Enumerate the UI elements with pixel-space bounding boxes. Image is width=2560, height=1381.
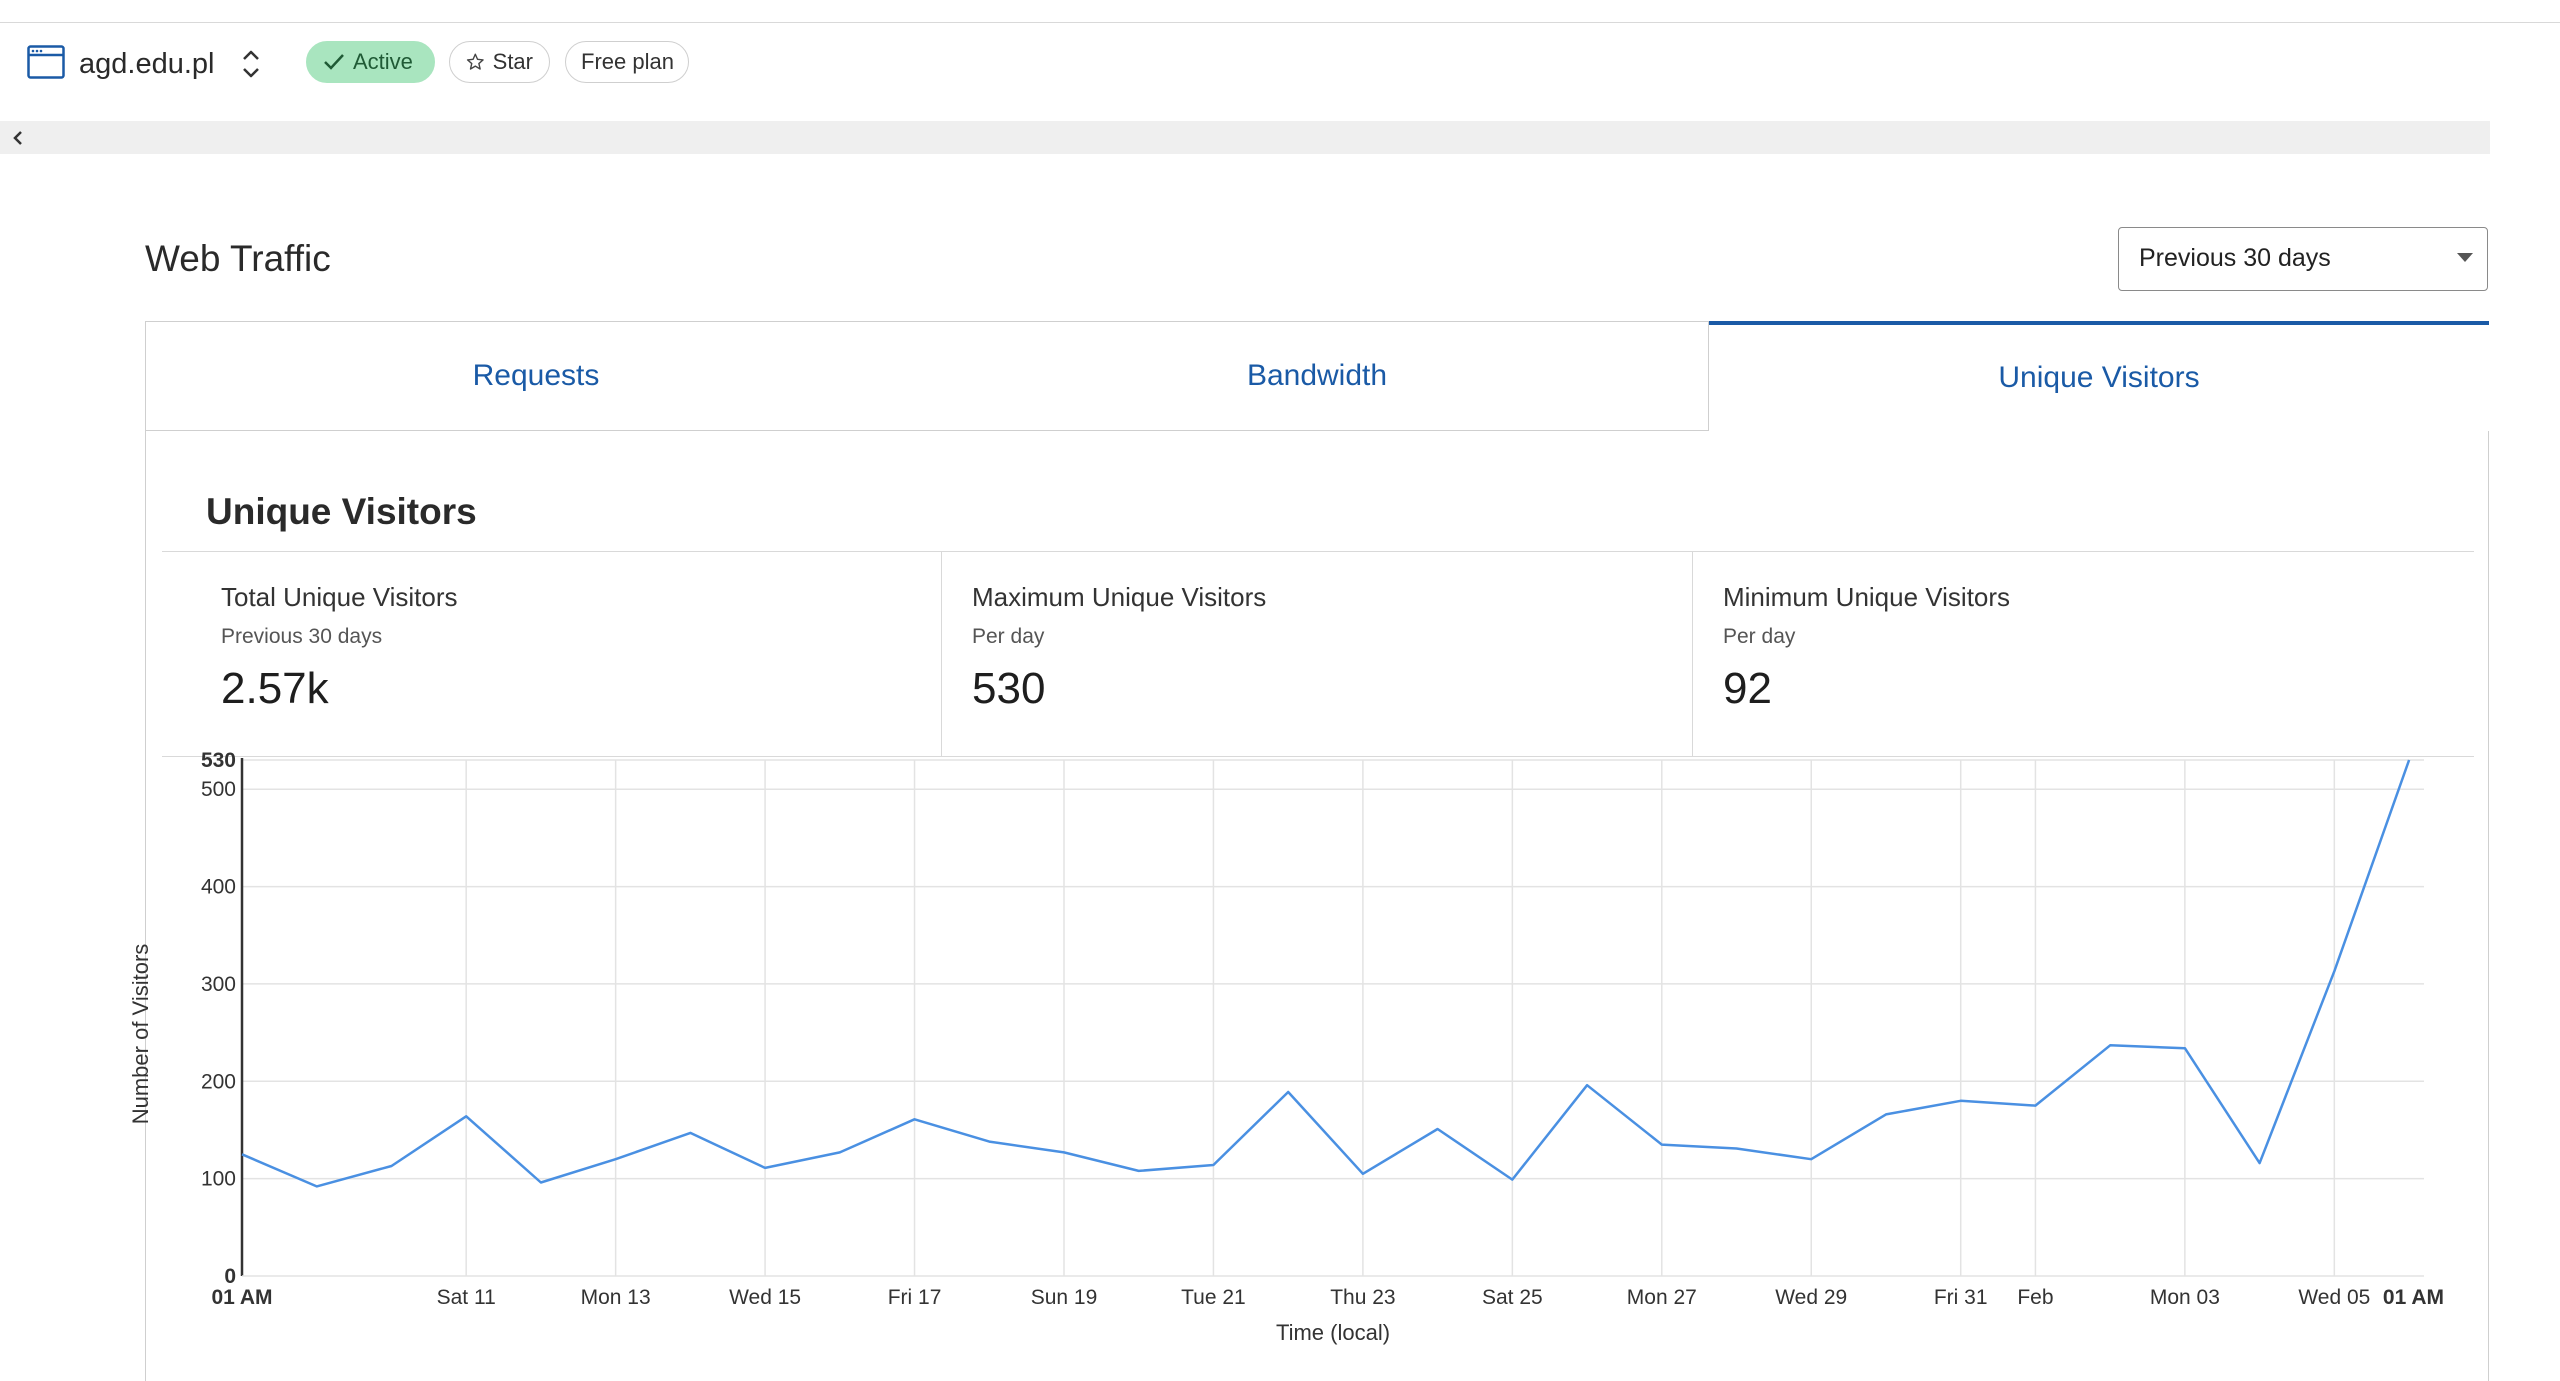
- x-tick-label: Mon 03: [2150, 1286, 2220, 1309]
- y-tick-label: 530: [201, 749, 236, 772]
- stat-value: 530: [972, 664, 1266, 714]
- stat-divider: [1692, 552, 1693, 756]
- x-tick-label: Tue 21: [1181, 1286, 1246, 1309]
- x-tick-label: Wed 29: [1775, 1286, 1847, 1309]
- stat-value: 2.57k: [221, 664, 458, 714]
- stat-label: Maximum Unique Visitors: [972, 580, 1266, 614]
- x-tick-label: Fri 17: [888, 1286, 942, 1309]
- x-tick-label: 01 AM: [211, 1286, 272, 1309]
- site-switcher-chevron-icon[interactable]: [236, 45, 266, 83]
- y-tick-label: 200: [201, 1070, 236, 1093]
- chevron-left-icon[interactable]: [8, 128, 28, 148]
- site-header: agd.edu.pl Active Star Free plan: [0, 23, 2560, 121]
- unique-visitors-line-chart: 0 100 200 300 400 500 530 01 AM Sat 11 Mon 13 Wed …: [120, 748, 2500, 1371]
- y-tick-label: 100: [201, 1168, 236, 1191]
- stat-minimum-unique-visitors: Minimum Unique Visitors Per day 92: [1723, 580, 2010, 714]
- time-range-value: Previous 30 days: [2139, 244, 2331, 273]
- stat-total-unique-visitors: Total Unique Visitors Previous 30 days 2…: [221, 580, 458, 714]
- panel-title: Unique Visitors: [206, 491, 477, 533]
- x-tick-label: Mon 27: [1627, 1286, 1697, 1309]
- star-label: Star: [493, 41, 533, 83]
- x-tick-label: Sat 25: [1482, 1286, 1543, 1309]
- x-tick-label: Sun 19: [1031, 1286, 1098, 1309]
- stat-label: Total Unique Visitors: [221, 580, 458, 614]
- tab-requests-label: Requests: [473, 359, 600, 393]
- dropdown-caret-icon: [2457, 253, 2473, 262]
- y-tick-label: 500: [201, 778, 236, 801]
- star-button[interactable]: Star: [449, 41, 550, 83]
- x-axis-title: Time (local): [1276, 1320, 1390, 1345]
- stat-sublabel: Per day: [1723, 624, 2010, 650]
- time-range-select[interactable]: Previous 30 days: [2118, 227, 2488, 291]
- stat-divider: [941, 552, 942, 756]
- stat-maximum-unique-visitors: Maximum Unique Visitors Per day 530: [972, 580, 1266, 714]
- x-tick-label: Fri 31: [1934, 1286, 1988, 1309]
- star-icon: [466, 51, 485, 73]
- tab-unique-visitors-label: Unique Visitors: [1998, 361, 2199, 395]
- stat-sublabel: Per day: [972, 624, 1266, 650]
- stat-value: 92: [1723, 664, 2010, 714]
- plan-label: Free plan: [581, 41, 674, 83]
- y-axis-title: Number of Visitors: [128, 944, 153, 1125]
- panel-divider: [162, 551, 2474, 552]
- y-tick-label: 300: [201, 973, 236, 996]
- series-line: [242, 760, 2409, 1186]
- x-tick-label: Feb: [2017, 1286, 2053, 1309]
- active-status-badge: Active: [306, 41, 435, 83]
- browser-window-icon: [27, 45, 65, 79]
- tab-requests[interactable]: Requests: [145, 321, 927, 431]
- stat-label: Minimum Unique Visitors: [1723, 580, 2010, 614]
- x-tick-label: Thu 23: [1330, 1286, 1395, 1309]
- web-traffic-title: Web Traffic: [145, 238, 331, 280]
- y-tick-label: 400: [201, 876, 236, 899]
- plan-badge[interactable]: Free plan: [565, 41, 689, 83]
- x-tick-label: Sat 11: [437, 1286, 496, 1309]
- tab-bandwidth[interactable]: Bandwidth: [926, 321, 1709, 431]
- check-icon: [323, 52, 345, 72]
- sidebar-collapse-bar[interactable]: [0, 121, 2490, 154]
- x-tick-label: Wed 05: [2298, 1286, 2370, 1309]
- active-label: Active: [353, 41, 413, 83]
- x-tick-label: Mon 13: [581, 1286, 651, 1309]
- x-tick-label: Wed 15: [729, 1286, 801, 1309]
- tab-bandwidth-label: Bandwidth: [1247, 359, 1387, 393]
- tab-unique-visitors[interactable]: Unique Visitors: [1709, 321, 2489, 431]
- y-tick-label: 0: [224, 1265, 236, 1288]
- x-tick-label: 01 AM: [2383, 1286, 2444, 1309]
- stat-sublabel: Previous 30 days: [221, 624, 458, 650]
- site-name: agd.edu.pl: [79, 45, 214, 83]
